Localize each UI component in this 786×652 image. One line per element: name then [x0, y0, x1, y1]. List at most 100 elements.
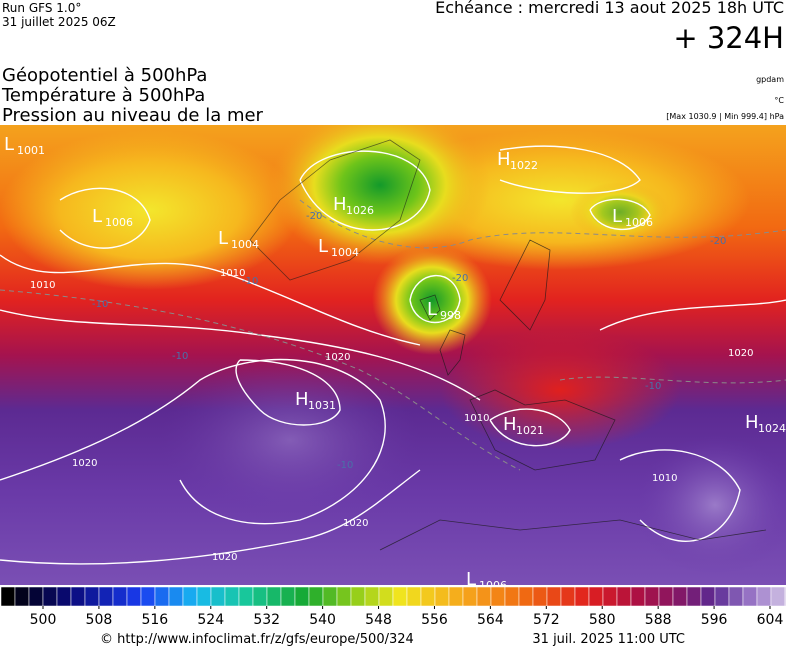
valid-time: Echéance : mercredi 13 aout 2025 18h UTC — [435, 0, 784, 17]
colorbar-label: 580 — [589, 612, 616, 628]
colorbar-label: 500 — [30, 612, 57, 628]
colorbar-swatch — [224, 586, 240, 607]
run-label: Run GFS 1.0° — [2, 1, 81, 15]
isobar-label: 1010 — [220, 268, 245, 279]
colorbar-swatch — [84, 586, 100, 607]
title-temperature: Température à 500hPa — [1, 85, 205, 106]
run-date: 31 juillet 2025 06Z — [2, 15, 116, 29]
isobar-label: 1010 — [30, 280, 55, 291]
colorbar-swatch — [42, 586, 58, 607]
colorbar-swatch — [700, 586, 716, 607]
isobar-label: 1020 — [212, 552, 237, 563]
colorbar-swatch — [336, 586, 352, 607]
colorbar-swatch — [756, 586, 772, 607]
colorbar-label: 588 — [645, 612, 672, 628]
pressure-center-letter: L — [218, 228, 228, 249]
temperature-label: -10 — [337, 460, 353, 471]
colorbar-label: 572 — [533, 612, 560, 628]
colorbar-swatch — [98, 586, 114, 607]
colorbar-swatch — [308, 586, 324, 607]
pressure-center-value: 1026 — [346, 204, 374, 217]
colorbar-swatch — [210, 586, 226, 607]
pressure-center-value: 1006 — [479, 579, 507, 592]
pressure-center-letter: H — [497, 149, 511, 170]
colorbar-swatch — [112, 586, 128, 607]
colorbar-swatch — [490, 586, 506, 607]
colorbar-swatch — [630, 586, 646, 607]
temperature-label: -20 — [306, 211, 322, 222]
colorbar-swatch — [238, 586, 254, 607]
colorbar-swatch — [448, 586, 464, 607]
pressure-center-letter: L — [612, 206, 622, 227]
colorbar: 500 508 516 524 532 540 548 556 564 572 580 588 596 6… — [0, 586, 786, 628]
colorbar-label: 524 — [197, 612, 224, 628]
temperature-label: -20 — [710, 236, 726, 247]
colorbar-swatch — [406, 586, 422, 607]
pressure-center-value: 1024 — [758, 422, 786, 435]
colorbar-swatch — [546, 586, 562, 607]
pressure-center-letter: L — [4, 134, 14, 155]
colorbar-label: 564 — [477, 612, 504, 628]
unit-pressure: [Max 1030.9 | Min 999.4] hPa — [666, 112, 784, 121]
temperature-label: -10 — [242, 276, 258, 287]
colorbar-swatch — [742, 586, 758, 607]
colorbar-swatch — [28, 586, 44, 607]
colorbar-swatch — [196, 586, 212, 607]
colorbar-swatch — [770, 586, 786, 607]
colorbar-swatch — [252, 586, 268, 607]
colorbar-swatch — [658, 586, 674, 607]
pressure-center-letter: L — [466, 569, 476, 590]
colorbar-label: 508 — [86, 612, 113, 628]
colorbar-swatch — [728, 586, 744, 607]
colorbar-label: 540 — [309, 612, 336, 628]
pressure-center-value: 1004 — [231, 238, 259, 251]
pressure-center-letter: L — [92, 206, 102, 227]
colorbar-swatch — [560, 586, 576, 607]
colorbar-swatch — [154, 586, 170, 607]
colorbar-swatch — [378, 586, 394, 607]
pressure-center-letter: L — [318, 236, 328, 257]
colorbar-swatch — [714, 586, 730, 607]
colorbar-label: 604 — [757, 612, 784, 628]
colorbar-swatch — [532, 586, 548, 607]
colorbar-swatch — [504, 586, 520, 607]
isobar-label: 1020 — [325, 352, 350, 363]
isobar-label: 1020 — [728, 348, 753, 359]
colorbar-swatch — [168, 586, 184, 607]
pressure-center-letter: H — [295, 389, 309, 410]
colorbar-label: 548 — [365, 612, 392, 628]
colorbar-swatch — [574, 586, 590, 607]
colorbar-swatch — [70, 586, 86, 607]
colorbar-label: 556 — [421, 612, 448, 628]
colorbar-swatch — [350, 586, 366, 607]
pressure-center-value: 998 — [440, 309, 461, 322]
pressure-center-value: 1004 — [331, 246, 359, 259]
colorbar-swatch — [280, 586, 296, 607]
colorbar-swatch — [518, 586, 534, 607]
temperature-label: -10 — [645, 381, 661, 392]
colorbar-swatch — [686, 586, 702, 607]
pressure-center-value: 1006 — [625, 216, 653, 229]
colorbar-swatch — [392, 586, 408, 607]
title-geopotential: Géopotentiel à 500hPa — [2, 65, 207, 86]
isobar-label: 1010 — [464, 413, 489, 424]
colorbar-swatch — [266, 586, 282, 607]
colorbar-label: 596 — [701, 612, 728, 628]
lead-time: + 324H — [673, 21, 784, 55]
colorbar-swatch — [434, 586, 450, 607]
colorbar-swatch — [420, 586, 436, 607]
colorbar-swatch — [0, 586, 16, 607]
pressure-center-letter: H — [333, 194, 347, 215]
pressure-center-value: 1022 — [510, 159, 538, 172]
pressure-center-value: 1001 — [17, 144, 45, 157]
generated-time: 31 juil. 2025 11:00 UTC — [532, 632, 685, 647]
temperature-label: -10 — [92, 299, 108, 310]
pressure-center-value: 1021 — [516, 424, 544, 437]
colorbar-swatch — [182, 586, 198, 607]
colorbar-swatch — [322, 586, 338, 607]
pressure-center-value: 1006 — [105, 216, 133, 229]
isobar-label: 1010 — [652, 473, 677, 484]
colorbar-swatch — [140, 586, 156, 607]
